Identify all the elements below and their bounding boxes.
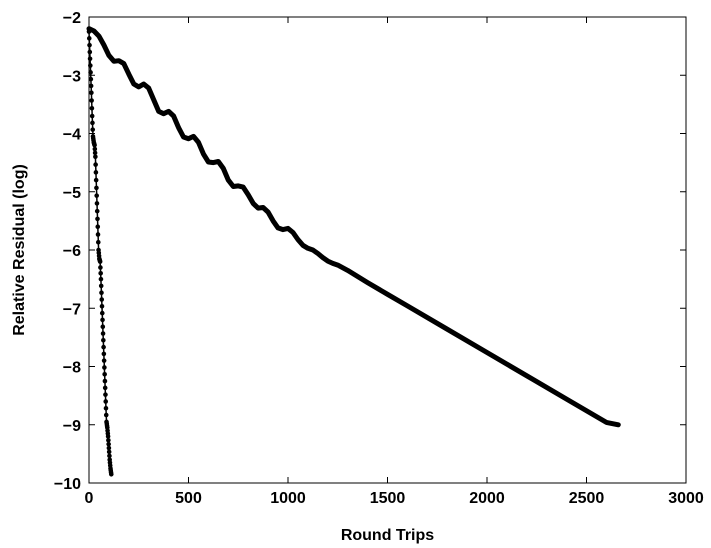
data-point [95, 216, 100, 222]
data-point [103, 405, 109, 411]
data-point [87, 49, 93, 55]
data-point [88, 70, 93, 75]
data-point [98, 276, 104, 282]
data-point [87, 42, 92, 48]
data-point [101, 351, 107, 357]
y-tick-label: −3 [63, 68, 81, 85]
data-point [103, 392, 108, 397]
y-tick-label: −8 [63, 360, 81, 377]
data-point [87, 56, 93, 62]
data-point [86, 36, 92, 41]
data-point [106, 445, 112, 451]
data-point [106, 437, 111, 443]
data-point [92, 150, 98, 156]
data-point [93, 154, 98, 160]
series-line [86, 26, 621, 428]
data-point [89, 113, 95, 119]
x-tick-label: 2500 [569, 490, 605, 507]
data-point [99, 310, 105, 316]
data-point [101, 358, 107, 363]
data-point [93, 162, 98, 167]
data-point [98, 271, 103, 276]
y-tick-label: −2 [63, 10, 81, 27]
y-tick-label: −4 [63, 127, 81, 144]
x-tick-label: 2000 [469, 490, 505, 507]
plot-area [88, 16, 687, 484]
y-tick-label: −6 [63, 243, 81, 260]
x-tick-label: 1000 [270, 490, 306, 507]
data-point [105, 434, 111, 439]
y-tick-label: −9 [63, 418, 81, 435]
x-tick-label: 0 [85, 490, 94, 507]
y-tick-label: −5 [63, 185, 81, 202]
data-point [90, 120, 95, 126]
data-point [88, 63, 93, 68]
data-point [106, 449, 112, 455]
data-point [90, 127, 96, 132]
data-point [89, 98, 94, 103]
data-point [102, 365, 107, 370]
data-point [89, 105, 95, 111]
data-point [95, 232, 101, 237]
x-tick-label: 500 [175, 490, 202, 507]
axis-ticks: 0 500 1000 1500 2000 2500 3000 −10 −9 −8 −7 −6 −5 −4 −… [54, 10, 704, 507]
data-point [94, 193, 99, 198]
data-point [94, 201, 100, 206]
data-point [100, 317, 105, 323]
x-tick-label: 3000 [668, 490, 704, 507]
plot-frame [88, 16, 687, 484]
series-1 [86, 29, 114, 477]
data-point [99, 297, 105, 302]
y-tick-label: −7 [63, 301, 81, 318]
data-point [94, 185, 99, 191]
data-point [106, 441, 111, 447]
data-point [102, 378, 108, 384]
data-point [95, 239, 101, 245]
data-point [93, 177, 99, 183]
data-point [93, 170, 99, 175]
data-point [102, 371, 107, 377]
data-point [89, 90, 94, 96]
data-point [94, 208, 100, 214]
data-point [103, 399, 109, 404]
data-point [97, 259, 103, 264]
data-point [99, 304, 105, 309]
series-2 [86, 26, 621, 428]
series-layer [86, 26, 621, 477]
data-point [88, 83, 94, 89]
data-point [103, 412, 109, 418]
data-point [88, 76, 94, 82]
data-point [100, 324, 106, 329]
data-point [101, 344, 106, 350]
data-point [107, 453, 112, 459]
x-tick-label: 1500 [370, 490, 406, 507]
x-axis-label: Round Trips [341, 527, 434, 544]
data-point [108, 471, 114, 477]
data-point [92, 142, 97, 148]
data-point [101, 337, 106, 343]
data-point [95, 224, 101, 229]
y-axis-label: Relative Residual (log) [11, 164, 28, 336]
data-point [102, 385, 108, 391]
data-point [98, 265, 103, 270]
data-point [99, 290, 104, 296]
data-point [92, 146, 98, 152]
y-tick-label: −10 [54, 476, 81, 493]
data-point [100, 331, 106, 336]
data-point [98, 283, 104, 289]
